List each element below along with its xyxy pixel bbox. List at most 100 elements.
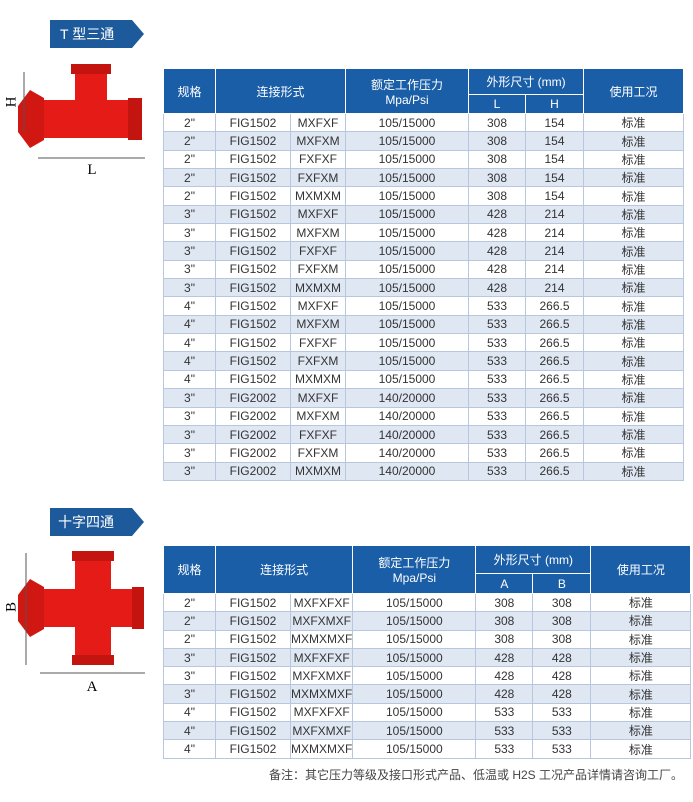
table-cell: 140/20000 <box>345 388 469 408</box>
table-cell: 428 <box>475 647 534 668</box>
table-cell: 105/15000 <box>352 611 477 631</box>
table-cell: 2" <box>163 131 216 151</box>
table-cell: MXFXFXF <box>289 592 354 613</box>
table-cell: 266.5 <box>525 351 584 371</box>
table-cell: 标准 <box>590 666 692 686</box>
table-cell: 标准 <box>590 702 692 723</box>
table-cell: FXFXM <box>290 168 346 188</box>
table-cell: 3" <box>163 241 216 261</box>
table-cell: 2" <box>163 611 216 631</box>
thread <box>71 64 111 74</box>
table-cell: FIG1502 <box>215 611 291 631</box>
table-cell: FIG2002 <box>215 388 291 408</box>
table-cell: 428 <box>468 223 526 243</box>
table-cell: 308 <box>468 112 526 133</box>
table-cell: 266.5 <box>525 296 584 316</box>
table-cell: FXFXF <box>290 333 346 353</box>
table-cell: 533 <box>468 351 526 371</box>
table-cell: MXFXFXF <box>289 702 354 723</box>
table-cell: 214 <box>525 241 584 261</box>
table-cell: 3" <box>163 647 216 668</box>
table-cell: MXFXM <box>290 406 346 426</box>
table-cell: 533 <box>468 443 526 463</box>
table-cell: 533 <box>468 424 526 445</box>
table-cell: FIG1502 <box>215 204 291 225</box>
table-cell: 428 <box>468 241 526 261</box>
table-cell: FIG1502 <box>215 721 291 741</box>
table-cell: FIG1502 <box>215 241 291 261</box>
table-cell: FXFXM <box>290 259 346 280</box>
table-cell: MXFXF <box>290 388 346 408</box>
table-cell: 标准 <box>583 443 684 463</box>
table-row: 4" FIG1502 FXFXM 105/15000 533 266.5 标准 <box>163 351 684 371</box>
table-cell: 标准 <box>583 204 684 225</box>
table-cell: 428 <box>532 684 592 704</box>
header-cell: 额定工作压力 Mpa/Psi <box>345 68 469 114</box>
table-cell: 105/15000 <box>352 739 477 759</box>
table-cell: FIG1502 <box>215 684 291 704</box>
table-cell: 标准 <box>583 351 684 371</box>
table-cell: 533 <box>468 369 526 390</box>
table-cell: 标准 <box>590 739 692 759</box>
table-cell: 533 <box>475 702 534 723</box>
table-cell: FIG1502 <box>215 278 291 298</box>
table-row: 2" FIG1502 FXFXM 105/15000 308 154 标准 <box>163 168 684 188</box>
table-cell: FXFXF <box>290 241 346 261</box>
table-cell: 308 <box>468 168 526 188</box>
header-cell: 使用工况 <box>583 68 684 114</box>
spec-table: 规格 连接形式 额定工作压力 Mpa/Psi 外形尺寸 (mm) 使用工况 L H 2" FIG1… <box>163 68 684 481</box>
header-cell: A <box>475 573 534 594</box>
tee-diagram: H L <box>3 64 145 178</box>
thread <box>72 655 114 665</box>
table-row: 2" FIG1502 MXMXM 105/15000 308 154 标准 <box>163 186 684 206</box>
table-cell: 266.5 <box>525 443 584 463</box>
table-cell: 428 <box>475 684 534 704</box>
table-cell: MXMXMXF <box>289 629 354 649</box>
table-cell: 154 <box>525 131 584 151</box>
table-cell: 标准 <box>583 278 684 298</box>
table-cell: 105/15000 <box>345 131 469 151</box>
table-cell: MXFXF <box>290 296 346 316</box>
table-cell: FXFXM <box>290 443 346 463</box>
body <box>42 589 140 627</box>
table-row: 2" FIG1502 MXMXMXF 105/15000 308 308 标准 <box>163 629 692 649</box>
table-row: 2" FIG1502 FXFXF 105/15000 308 154 标准 <box>163 149 684 170</box>
table-cell: 3" <box>163 424 216 445</box>
header-cell: 额定工作压力 Mpa/Psi <box>352 545 477 594</box>
table-cell: 标准 <box>583 369 684 390</box>
table-cell: FIG2002 <box>215 443 291 463</box>
table-cell: FIG2002 <box>215 424 291 445</box>
table-cell: 3" <box>163 223 216 243</box>
table-cell: 105/15000 <box>345 223 469 243</box>
table-row: 3" FIG2002 FXFXF 140/20000 533 266.5 标准 <box>163 424 684 445</box>
table-cell: 533 <box>468 461 526 481</box>
table-cell: 标准 <box>583 388 684 408</box>
dim-label: B <box>3 602 19 612</box>
table-cell: 308 <box>475 592 534 613</box>
table-cell: 105/15000 <box>345 149 469 170</box>
table-cell: 标准 <box>590 592 692 613</box>
table-cell: 308 <box>532 611 592 631</box>
table-cell: FXFXM <box>290 351 346 371</box>
table-cell: 105/15000 <box>345 204 469 225</box>
table-cell: 533 <box>532 721 592 741</box>
header-cell: 外形尺寸 (mm) <box>468 68 584 95</box>
table-cell: 3" <box>163 204 216 225</box>
table-cell: 标准 <box>583 168 684 188</box>
table-cell: FIG1502 <box>215 592 291 613</box>
table-row: 4" FIG1502 FXFXF 105/15000 533 266.5 标准 <box>163 333 684 353</box>
table-cell: FIG1502 <box>215 168 291 188</box>
table-cell: 标准 <box>583 296 684 316</box>
table-cell: MXFXM <box>290 131 346 151</box>
table-cell: 308 <box>468 149 526 170</box>
table-cell: 266.5 <box>525 388 584 408</box>
table-cell: FIG1502 <box>215 666 291 686</box>
table-cell: 3" <box>163 406 216 426</box>
table-cell: 266.5 <box>525 333 584 353</box>
table-cell: 标准 <box>583 461 684 481</box>
table-cell: 105/15000 <box>345 241 469 261</box>
table-cell: 533 <box>475 721 534 741</box>
table-cell: 266.5 <box>525 406 584 426</box>
table-cell: 标准 <box>583 406 684 426</box>
